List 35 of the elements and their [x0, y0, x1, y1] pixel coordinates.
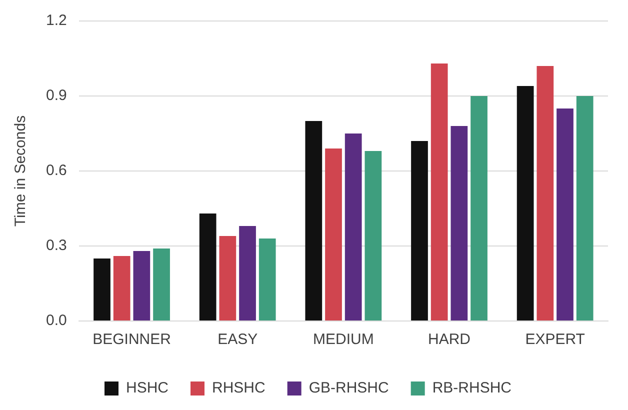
bar	[576, 96, 594, 320]
y-tick-label: 0.3	[46, 237, 67, 254]
bar	[450, 126, 468, 320]
x-tick-label: MEDIUM	[313, 331, 374, 348]
bar	[411, 141, 428, 320]
bar	[430, 64, 448, 320]
legend-label: RB-RHSHC	[432, 380, 512, 397]
bar	[536, 66, 554, 320]
bar	[556, 108, 574, 320]
x-tick-label: EASY	[218, 331, 258, 348]
bar	[113, 256, 130, 320]
x-tick-label: EXPERT	[525, 331, 585, 348]
y-tick-label: 0.9	[46, 87, 67, 104]
bar	[153, 248, 170, 320]
x-tick-label: HARD	[428, 331, 471, 348]
bar	[470, 96, 488, 320]
bar	[239, 226, 256, 320]
bar	[133, 251, 150, 320]
bar	[364, 151, 382, 320]
y-tick-label: 0.0	[46, 312, 67, 330]
bar	[94, 258, 110, 320]
y-tick-label: 0.6	[46, 162, 67, 180]
bar	[199, 214, 216, 320]
bar	[305, 121, 322, 320]
x-tick-label: BEGINNER	[92, 331, 172, 348]
bar	[219, 236, 236, 320]
bar	[325, 148, 342, 320]
bar	[258, 238, 276, 320]
bar	[516, 86, 534, 320]
legend-label: HSHC	[126, 380, 169, 397]
bar	[344, 134, 362, 320]
y-tick-label: 1.2	[46, 12, 67, 30]
legend-label: GB-RHSHC	[308, 380, 390, 397]
legend-label: RHSHC	[212, 380, 266, 397]
y-axis-title: Time in Seconds	[12, 115, 30, 227]
